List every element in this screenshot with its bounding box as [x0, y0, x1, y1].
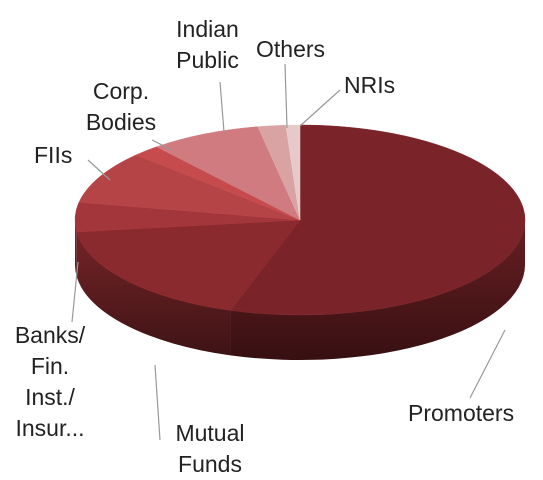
- slice-label: Others: [256, 36, 326, 62]
- slice-label: FIIs: [34, 142, 73, 168]
- slice: [285, 124, 301, 221]
- leader-line: [299, 89, 341, 127]
- leader-line: [151, 139, 173, 151]
- pie: [74, 124, 526, 361]
- leader-line: [284, 63, 288, 129]
- slice: [155, 126, 301, 221]
- slice-label: Mutual Funds: [175, 420, 245, 477]
- leader-line: [87, 159, 111, 181]
- slice: [78, 154, 301, 221]
- slice-label: Indian Public: [176, 16, 239, 73]
- slice-label: Promoters: [408, 400, 515, 426]
- leader-line: [154, 364, 161, 441]
- slice-label: NRIs: [344, 72, 396, 98]
- pie-tops: [74, 124, 526, 316]
- pie-sides: [75, 220, 525, 361]
- slice-side: [76, 231, 231, 356]
- slice: [230, 124, 526, 316]
- leader-line: [219, 81, 225, 133]
- slice-label: Corp. Bodies: [85, 78, 157, 135]
- slice-label: Banks/ Fin. Inst./ Insur...: [14, 322, 86, 441]
- slice-side: [230, 220, 525, 361]
- slice: [76, 219, 301, 311]
- slice-side: [75, 220, 77, 277]
- leader-line: [469, 329, 506, 399]
- leader-line: [71, 261, 79, 323]
